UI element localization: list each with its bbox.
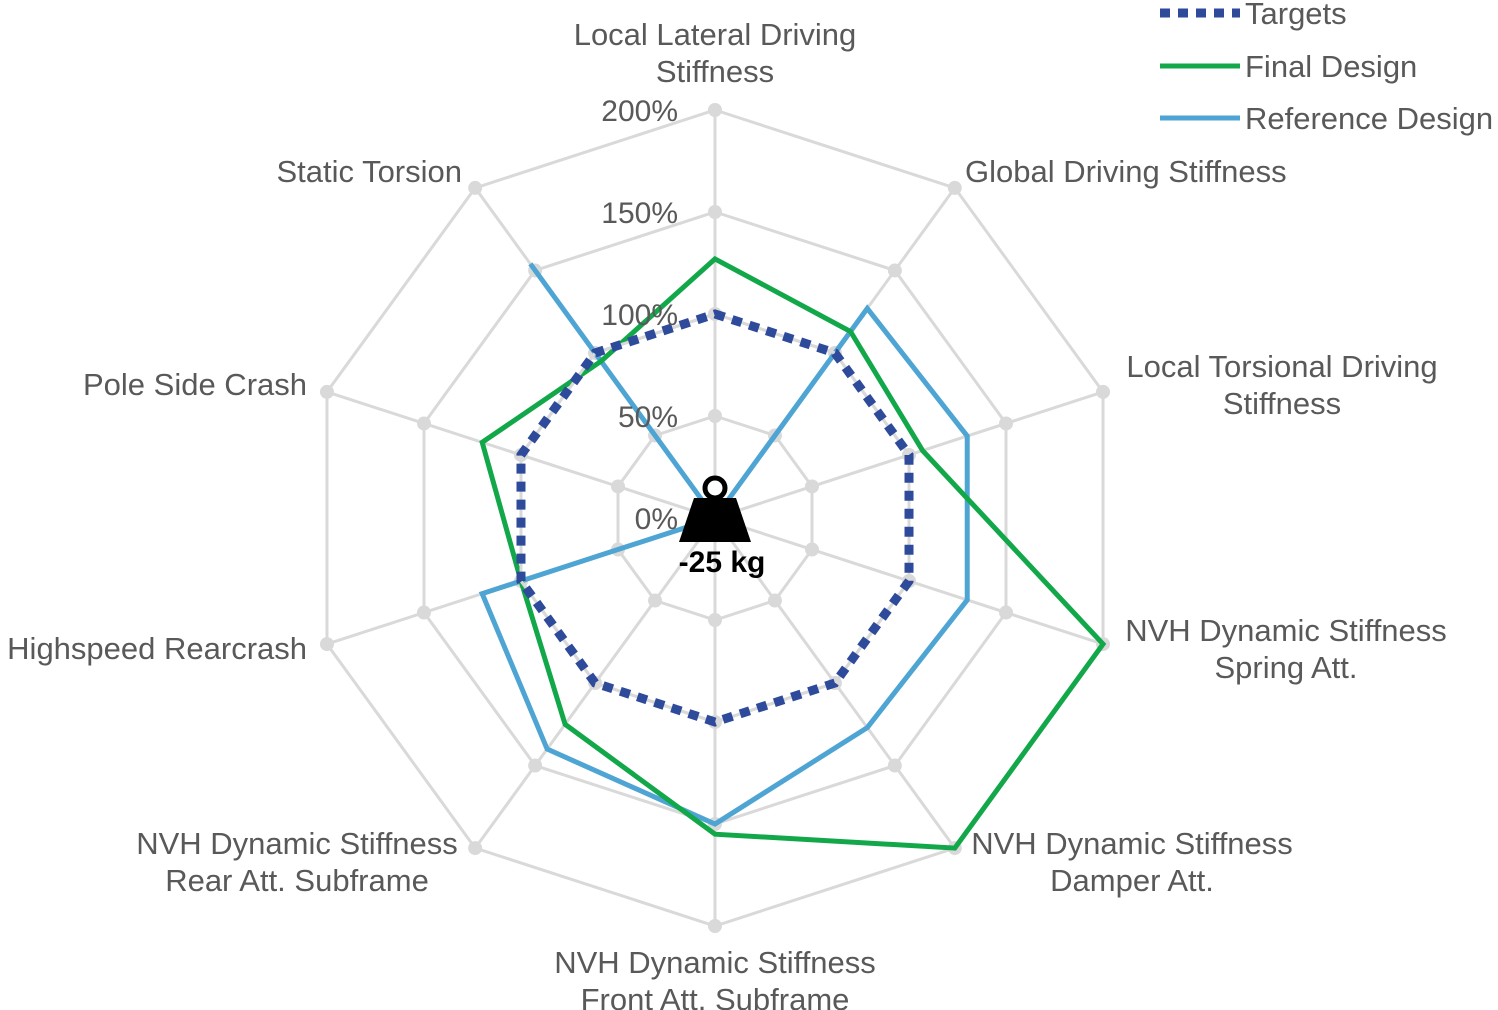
category-label: Local Torsional Driving bbox=[1126, 349, 1437, 384]
category-label: Pole Side Crash bbox=[83, 367, 307, 402]
grid-marker bbox=[468, 841, 483, 856]
radial-tick-label: 200% bbox=[601, 95, 678, 128]
legend-label-targets: Targets bbox=[1245, 0, 1347, 31]
category-label: NVH Dynamic Stiffness bbox=[554, 945, 876, 980]
grid-marker bbox=[708, 613, 722, 627]
grid-marker bbox=[887, 263, 902, 278]
series-reference-design bbox=[478, 262, 970, 827]
legend-label-reference-design: Reference Design bbox=[1245, 101, 1493, 136]
grid-marker bbox=[528, 758, 543, 773]
category-label: Static Torsion bbox=[276, 154, 462, 189]
grid-marker bbox=[648, 593, 663, 608]
radial-tick-labels: 0% 50% 100% 150% 200% bbox=[601, 95, 678, 536]
category-label: Local Lateral Driving bbox=[574, 17, 857, 52]
grid-marker bbox=[887, 758, 902, 773]
radial-tick-label: 150% bbox=[601, 197, 678, 230]
grid-marker bbox=[805, 542, 820, 557]
grid-marker bbox=[708, 919, 722, 933]
radial-tick-label: 0% bbox=[635, 503, 678, 536]
weight-icon-ring bbox=[702, 475, 728, 501]
category-label: Stiffness bbox=[1223, 386, 1341, 421]
weight-label: -25 kg bbox=[679, 546, 766, 579]
category-label: Highspeed Rearcrash bbox=[7, 631, 307, 666]
grid-marker bbox=[947, 180, 962, 195]
grid-marker bbox=[999, 416, 1014, 431]
weight-icon bbox=[679, 498, 751, 542]
category-label: NVH Dynamic Stiffness bbox=[971, 826, 1293, 861]
grid-marker bbox=[708, 409, 722, 423]
grid-marker bbox=[610, 479, 625, 494]
radial-tick-label: 50% bbox=[618, 401, 678, 434]
grid-marker bbox=[767, 593, 782, 608]
category-label: NVH Dynamic Stiffness bbox=[136, 826, 458, 861]
series-final-design bbox=[479, 255, 1107, 851]
grid-marker bbox=[805, 479, 820, 494]
grid-marker bbox=[1096, 384, 1111, 399]
category-label: Global Driving Stiffness bbox=[965, 154, 1287, 189]
category-label: NVH Dynamic Stiffness bbox=[1125, 613, 1447, 648]
category-label: Front Att. Subframe bbox=[581, 982, 850, 1010]
legend-label-final-design: Final Design bbox=[1245, 49, 1417, 84]
weight-annotation: -25 kg bbox=[679, 475, 766, 579]
legend: Targets Final Design Reference Design bbox=[1160, 0, 1493, 136]
grid-marker bbox=[319, 384, 334, 399]
series-targets bbox=[516, 309, 914, 727]
category-label: Stiffness bbox=[656, 54, 774, 89]
category-label: Damper Att. bbox=[1050, 863, 1214, 898]
grid-marker bbox=[999, 605, 1014, 620]
radial-tick-label: 100% bbox=[601, 299, 678, 332]
grid-marker bbox=[468, 180, 483, 195]
category-label: Rear Att. Subframe bbox=[165, 863, 429, 898]
grid-marker bbox=[416, 605, 431, 620]
category-label: Spring Att. bbox=[1214, 650, 1357, 685]
grid-marker bbox=[708, 103, 722, 117]
grid-marker bbox=[319, 637, 334, 652]
grid-marker bbox=[416, 416, 431, 431]
grid-marker bbox=[708, 205, 722, 219]
series-layer bbox=[478, 255, 1107, 851]
